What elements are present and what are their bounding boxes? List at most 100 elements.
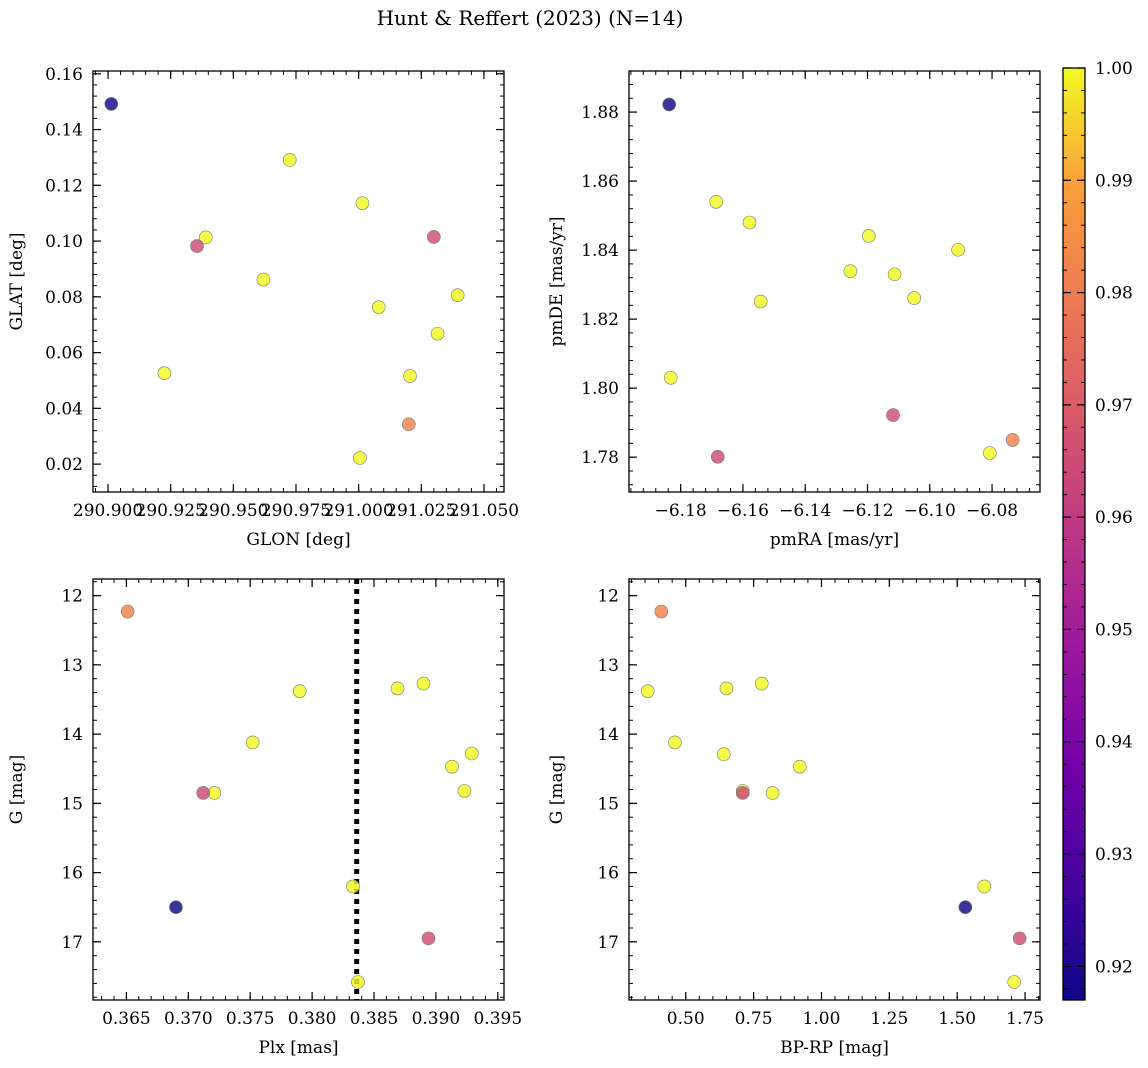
data-point (1007, 975, 1022, 989)
colorbar-tick-label: 1.00 (1095, 59, 1133, 79)
y-tick-label: 0.06 (45, 344, 83, 364)
y-tick-label: 17 (61, 933, 83, 953)
data-point (427, 230, 441, 244)
data-point (104, 97, 119, 111)
data-point (120, 604, 135, 619)
x-tick-label: −6.18 (655, 501, 707, 521)
y-axis-label: G [mag] (7, 755, 27, 824)
x-axis-label: GLON [deg] (246, 530, 350, 550)
data-point (390, 681, 405, 696)
data-point (983, 446, 997, 460)
data-point (735, 786, 750, 800)
y-tick-label: 17 (597, 933, 619, 953)
x-tick-label: 290.925 (136, 501, 206, 521)
panel-cmd: 0.50 0.75 1.00 1.25 1.50 1.75 12 13 14 15 16 17 BP-R… (547, 578, 1044, 1058)
data-point (355, 196, 370, 210)
data-point (292, 684, 307, 698)
y-tick-label: 1.84 (581, 241, 619, 261)
colorbar-tick-label: 0.97 (1095, 396, 1133, 416)
data-point (977, 879, 992, 894)
data-point (196, 786, 210, 800)
data-point (886, 408, 900, 422)
data-point (951, 242, 965, 257)
y-tick-label: 1.86 (581, 172, 619, 192)
y-tick-label: 14 (61, 725, 83, 745)
x-tick-label: −6.16 (717, 501, 769, 521)
x-tick-label: 290.900 (73, 501, 143, 521)
y-tick-label: 12 (597, 587, 619, 607)
data-point (662, 97, 676, 112)
data-point (256, 272, 271, 287)
data-point (754, 676, 769, 691)
x-tick-label: −6.10 (904, 501, 956, 521)
colorbar-tick-label: 0.94 (1095, 733, 1133, 753)
data-point (765, 786, 780, 800)
x-axis-label: Plx [mas] (258, 1038, 338, 1058)
data-point (1005, 433, 1020, 447)
colorbar-gradient (1063, 68, 1085, 1000)
data-point (792, 759, 807, 774)
x-tick-label: 0.395 (473, 1009, 522, 1029)
data-point (157, 366, 172, 381)
axes-frame (628, 578, 1041, 1001)
data-point (371, 300, 386, 314)
x-axis-label: pmRA [mas/yr] (770, 530, 899, 550)
y-tick-label: 1.80 (581, 379, 619, 399)
x-tick-label: 290.950 (198, 501, 268, 521)
x-tick-label: −6.12 (841, 501, 893, 521)
y-tick-label: 0.08 (45, 288, 83, 308)
axes-frame (628, 70, 1041, 493)
data-point (190, 239, 204, 253)
data-point (169, 900, 183, 915)
colorbar-tick-label: 0.96 (1095, 508, 1133, 528)
data-point (719, 681, 734, 696)
x-tick-label: 291.050 (449, 501, 519, 521)
data-point (716, 747, 731, 761)
axes-frame (92, 70, 505, 493)
colorbar-frame (1062, 67, 1086, 1001)
y-tick-label: 14 (597, 725, 619, 745)
data-point (353, 451, 367, 465)
x-tick-label: 0.380 (288, 1009, 337, 1029)
y-tick-label: 1.88 (581, 103, 619, 123)
data-point (843, 264, 858, 278)
x-tick-label: 1.75 (1006, 1009, 1044, 1029)
colorbar-tick-label: 0.98 (1095, 284, 1133, 304)
data-point (742, 215, 757, 230)
y-axis-label: GLAT [deg] (7, 232, 27, 330)
x-tick-label: 0.390 (412, 1009, 461, 1029)
data-point (1012, 931, 1027, 946)
y-tick-label: 0.14 (45, 121, 83, 141)
x-tick-label: 0.365 (102, 1009, 151, 1029)
y-tick-label: 16 (61, 864, 83, 884)
data-point (282, 153, 297, 167)
y-tick-label: 1.82 (581, 310, 619, 330)
x-tick-label: 291.025 (386, 501, 456, 521)
data-point (403, 369, 417, 383)
y-tick-label: 0.12 (45, 176, 83, 196)
y-tick-label: 0.02 (45, 455, 83, 475)
panel-pm: −6.18 −6.16 −6.14 −6.12 −6.10 −6.08 1.78 1.80 1.… (547, 70, 1041, 550)
data-point (958, 900, 973, 915)
data-point (457, 784, 472, 798)
x-tick-label: 0.50 (667, 1009, 705, 1029)
colorbar: 0.92 0.93 0.94 0.95 0.96 0.97 0.98 0.99 1.00 (1062, 59, 1133, 1001)
panel-plx-g: 0.365 0.370 0.375 0.380 0.385 0.390 0.395 12 13 1… (7, 578, 522, 1058)
y-tick-label: 0.10 (45, 232, 83, 252)
figure-title: Hunt & Reffert (2023) (N=14) (376, 6, 684, 30)
x-tick-label: 1.50 (938, 1009, 976, 1029)
data-point (430, 326, 445, 341)
data-point (654, 604, 669, 619)
y-tick-label: 16 (597, 864, 619, 884)
x-tick-label: 0.385 (350, 1009, 399, 1029)
y-axis-label: pmDE [mas/yr] (547, 216, 567, 346)
data-point (709, 194, 723, 209)
data-point (753, 294, 768, 309)
x-tick-label: 0.375 (226, 1009, 275, 1029)
data-point (445, 759, 459, 774)
data-point (465, 746, 479, 761)
colorbar-tick-label: 0.99 (1095, 171, 1133, 191)
data-point (861, 229, 876, 243)
data-point (245, 735, 260, 750)
